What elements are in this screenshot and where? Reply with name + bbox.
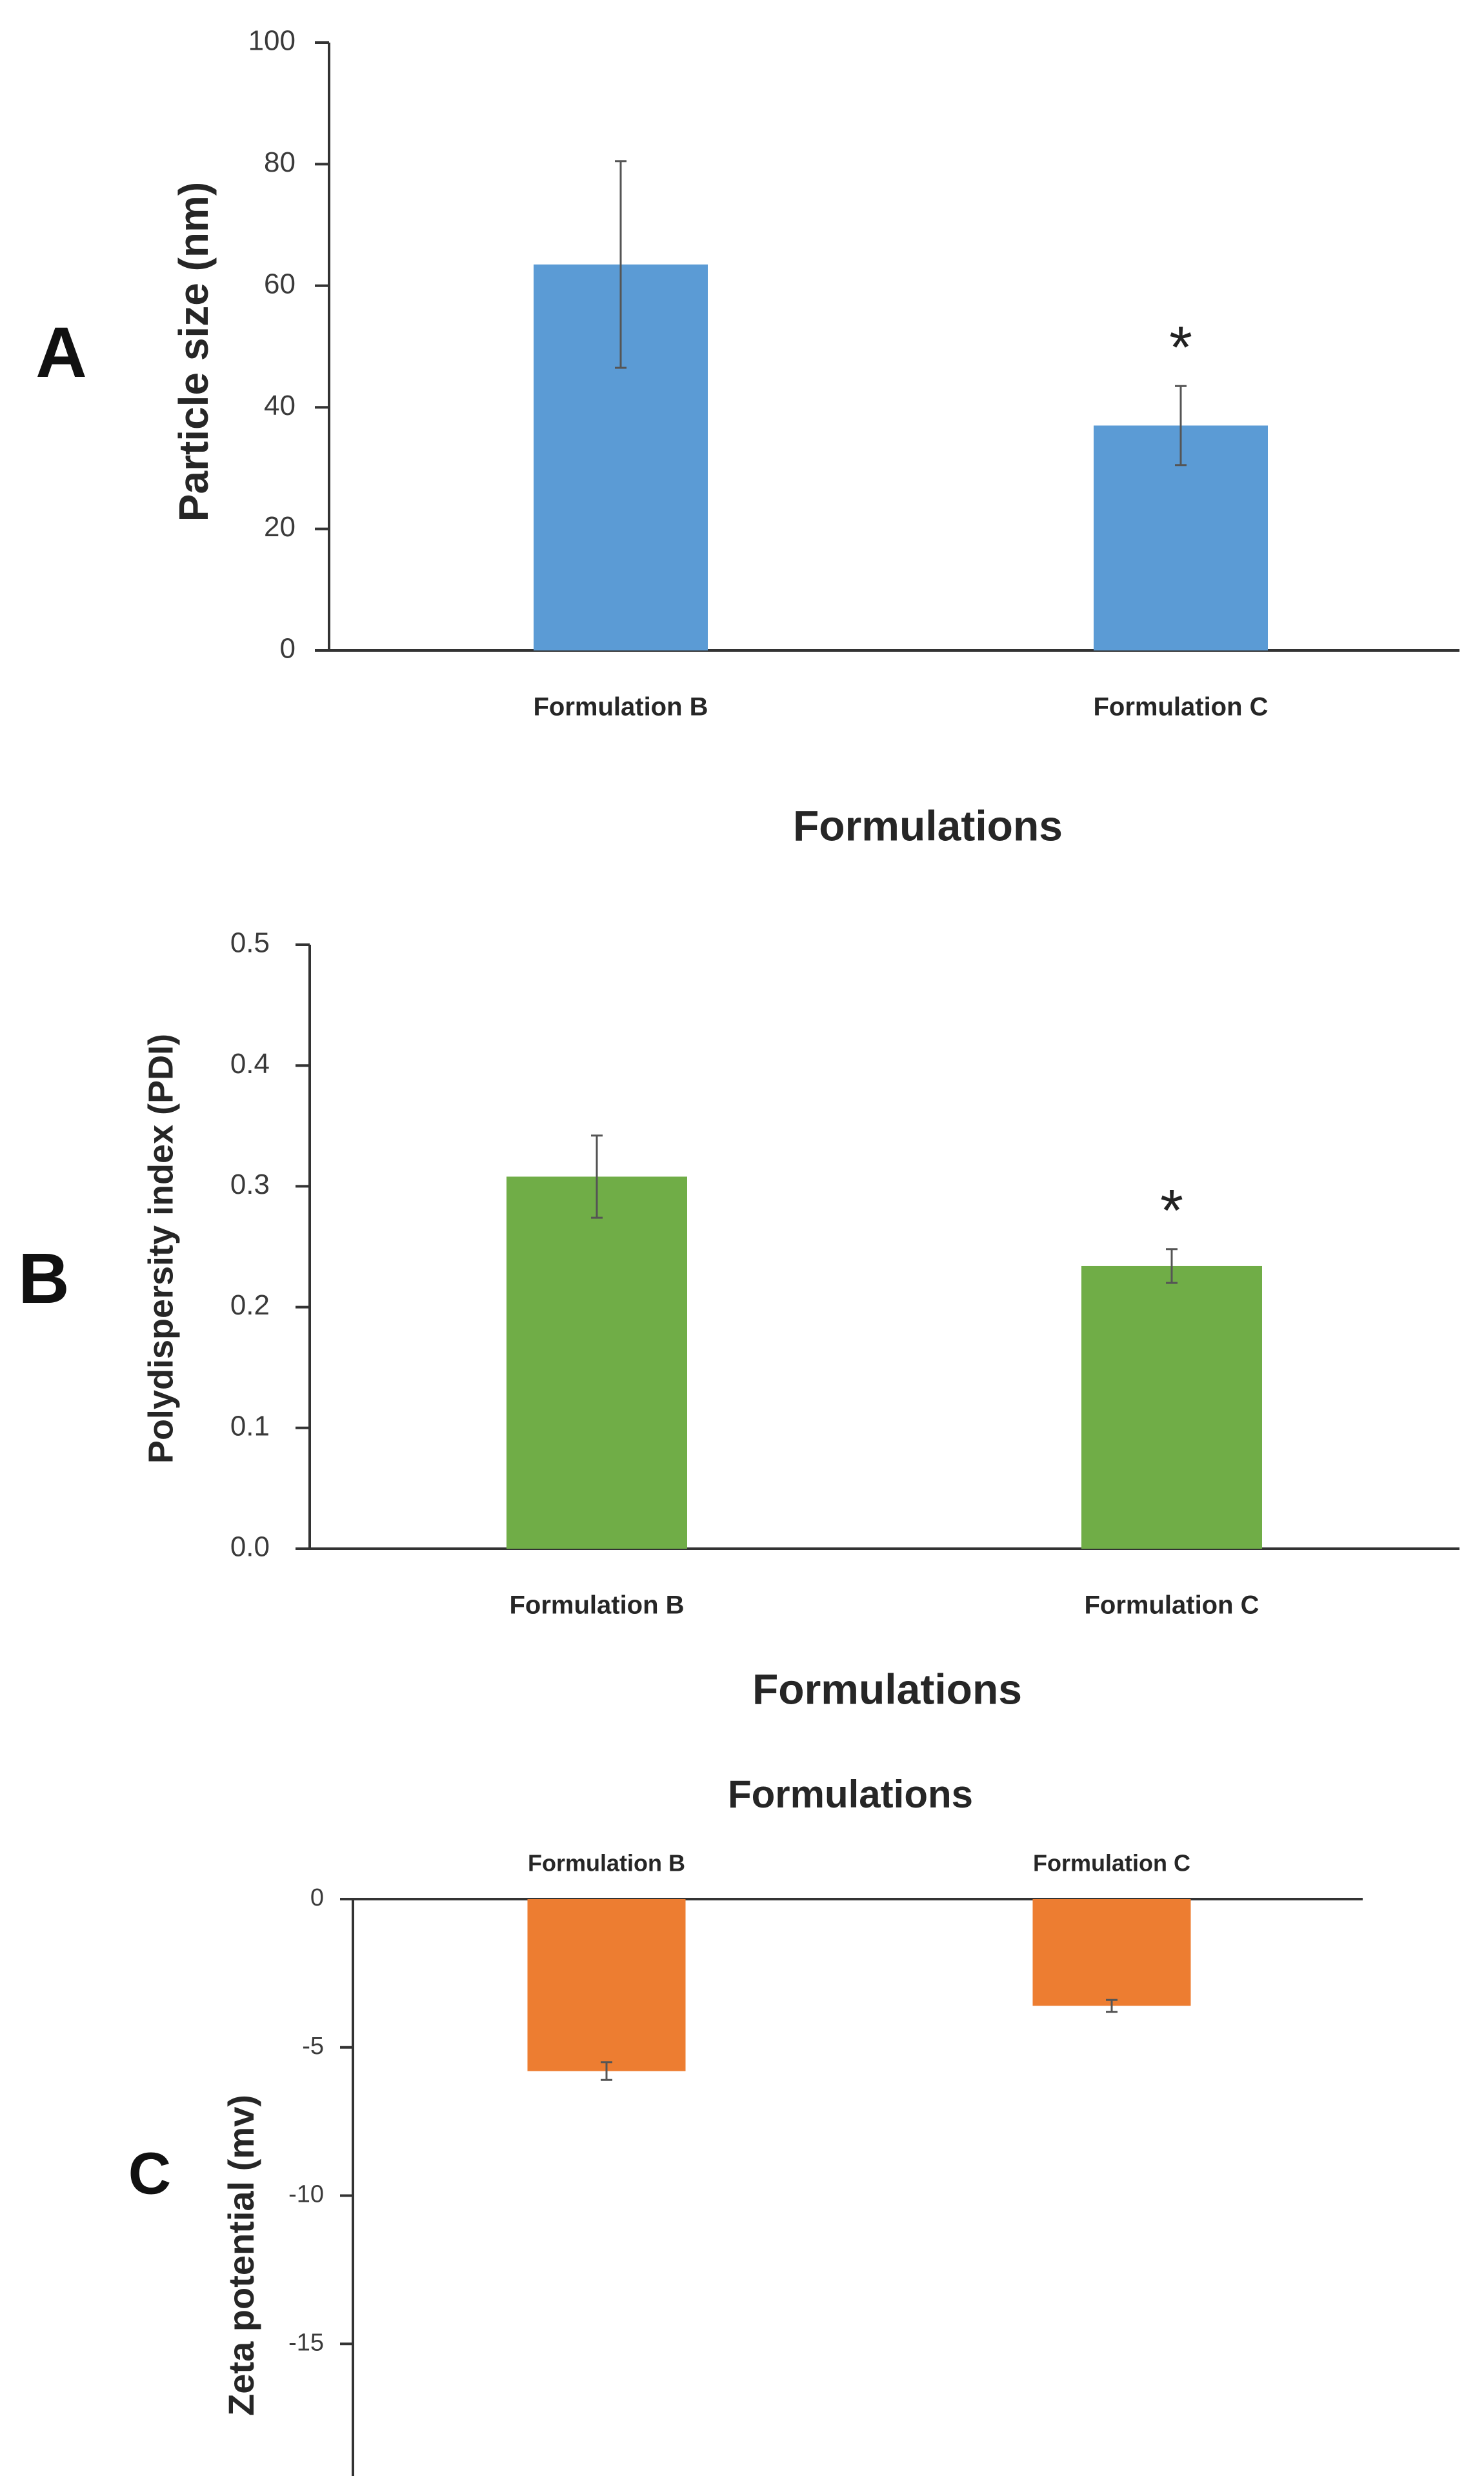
chart-b-significance-marker: *: [1160, 1178, 1183, 1244]
chart-c-bar: [527, 1899, 686, 2071]
chart-b-y-tick-label: 0.0: [230, 1531, 270, 1563]
chart-c-category-label: Formulation C: [1033, 1850, 1190, 1877]
chart-b-y-tick-label: 0.4: [230, 1048, 270, 1080]
chart-c-panel-label: C: [128, 2140, 171, 2206]
chart-b-category-label: Formulation B: [509, 1591, 684, 1620]
chart-c-y-tick-label: 0: [310, 1884, 324, 1911]
chart-c-bar: [1032, 1899, 1191, 2006]
chart-b-y-tick-label: 0.5: [230, 927, 270, 959]
chart-c-y-tick-label: -5: [302, 2033, 324, 2060]
chart-a-y-tick-label: 40: [264, 390, 296, 421]
chart-c-y-tick-label: -15: [288, 2329, 324, 2356]
chart-b-y-axis-title: Polydispersity index (PDI): [141, 1034, 180, 1464]
chart-a-panel-label: A: [35, 313, 86, 392]
chart-a-y-tick-label: 100: [248, 25, 296, 57]
chart-c-y-axis-title: Zeta potential (mv): [221, 2095, 261, 2416]
chart-a-y-tick-label: 60: [264, 268, 296, 299]
chart-c-category-label: Formulation B: [528, 1850, 685, 1877]
chart-b-y-tick-label: 0.2: [230, 1289, 270, 1321]
chart-a-category-label: Formulation B: [533, 693, 708, 721]
chart-b-bar: [506, 1176, 687, 1549]
chart-b-y-tick-label: 0.3: [230, 1169, 270, 1200]
chart-a-y-tick-label: 20: [264, 511, 296, 543]
chart-a-significance-marker: *: [1169, 315, 1192, 381]
chart-a-y-tick-label: 80: [264, 146, 296, 178]
chart-b-bar: [1081, 1265, 1262, 1549]
chart-c-x-axis-title: Formulations: [728, 1773, 973, 1816]
chart-a-x-axis-title: Formulations: [793, 801, 1063, 849]
chart-c-y-tick-label: -10: [288, 2181, 324, 2208]
chart-b-y-tick-label: 0.1: [230, 1410, 270, 1442]
chart-a-y-tick-label: 0: [280, 633, 296, 665]
chart-b-category-label: Formulation C: [1084, 1591, 1259, 1620]
chart-a-category-label: Formulation C: [1093, 693, 1268, 721]
chart-b-x-axis-title: Formulations: [752, 1665, 1022, 1713]
chart-b-panel-label: B: [18, 1239, 69, 1318]
chart-a-y-axis-title: Particle size (nm): [170, 182, 217, 521]
